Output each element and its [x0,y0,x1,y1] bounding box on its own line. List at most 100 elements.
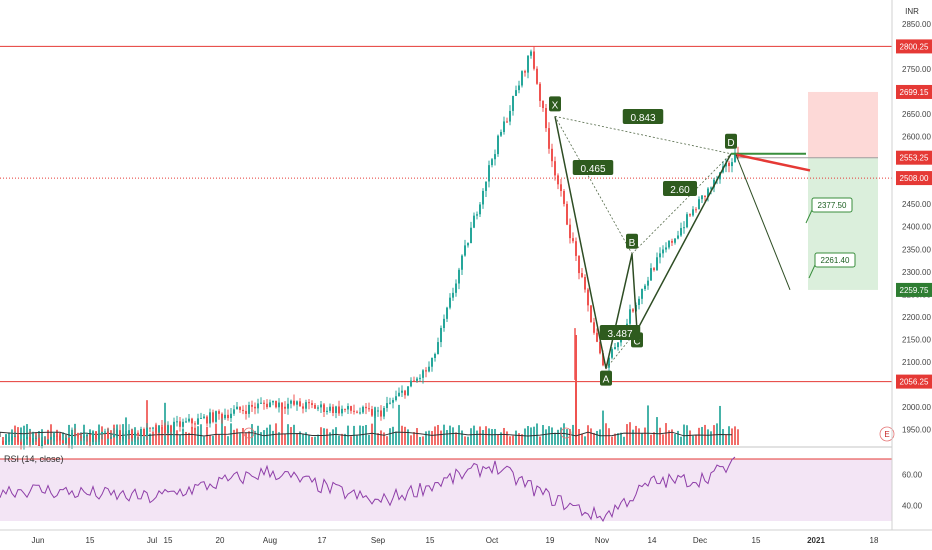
candle-body [665,247,667,250]
candle-body [434,353,436,358]
candle-body [191,418,193,424]
ratio-label-box [622,109,664,124]
candle-body [629,309,631,324]
ratio-label-text: 0.465 [580,164,605,175]
price-tick-label: 2850.00 [902,20,931,29]
volume-bar [104,433,106,445]
volume-bar [476,430,478,445]
volume-bar [728,426,730,445]
volume-bar [158,428,160,445]
candle-body [248,404,250,414]
candle-body [200,417,202,419]
candle-body [41,440,43,446]
candle-body [575,241,577,256]
volume-bar [608,428,610,445]
volume-bar [692,435,694,445]
candle-body [638,298,640,305]
volume-bar [473,425,475,445]
candle-body [548,128,550,149]
candle-body [695,209,697,211]
volume-bar [281,403,283,445]
volume-bar [194,427,196,445]
candle-body [455,283,457,293]
earnings-marker [879,426,895,442]
candle-body [380,410,382,417]
volume-bar [431,431,433,445]
candle-body [644,285,646,289]
volume-bar [569,429,571,445]
candle-body [374,410,376,416]
point-label-text: B [629,238,636,249]
volume-bar [341,433,343,445]
candle-body [458,269,460,284]
candle-body [161,425,163,427]
volume-bar [509,436,511,445]
candle-body [185,421,187,423]
volume-bar [566,429,568,445]
candle-body [641,288,643,299]
candle-body [596,332,598,342]
volume-bar [638,428,640,445]
candle-body [536,68,538,84]
volume-bar [539,436,541,445]
volume-bar [137,436,139,445]
volume-bar [464,436,466,445]
volume-bar [545,429,547,445]
volume-bar [188,432,190,445]
candle-body [359,412,361,414]
candle-body [512,95,514,111]
volume-bar [329,432,331,445]
candle-body [98,434,100,440]
volume-bar [368,434,370,445]
price-highlight-label: 2800.25 [896,39,932,54]
volume-bar [548,426,550,445]
candle-body [404,390,406,396]
candle-body [83,436,85,438]
candle-body [53,435,55,437]
price-highlight-box [896,39,932,54]
candle-body [494,154,496,160]
candle-body [215,411,217,422]
candle-body [350,406,352,411]
volume-bar [644,427,646,445]
candle-body [710,187,712,189]
volume-bar [518,433,520,445]
volume-bar [716,423,718,445]
candle-body [407,386,409,396]
volume-bar [611,436,613,445]
price-tick-label: 2200.00 [902,313,931,322]
candle-body [296,401,298,405]
volume-bar [590,428,592,445]
price-highlight-label: 2699.15 [896,84,932,99]
volume-bar [143,436,145,445]
candle-body [539,83,541,101]
candle-body [176,421,178,423]
volume-bar [308,435,310,445]
candle-body [209,412,211,424]
horizontal-lines[interactable] [0,45,892,383]
volume-bar [332,429,334,445]
candle-body [149,427,151,429]
candle-body [263,402,265,404]
volume-bar [305,432,307,445]
volume-bar [683,424,685,445]
candle-body [488,165,490,182]
candle-body [71,433,73,444]
volume-bar [278,432,280,445]
volume-bar [494,428,496,445]
volume-bar [485,426,487,445]
volume-bar [698,427,700,445]
harmonic-pattern[interactable]: X A B C D 0.843 0.465 2.60 3.487 2377.50 2261.40 [549,96,856,386]
candle-body [413,380,415,382]
volume-bar [221,417,223,445]
point-label-box [600,370,612,386]
volume-bar [296,433,298,445]
candle-body [503,121,505,133]
volume-bar [242,428,244,445]
volume-bar [482,430,484,445]
volume-bar [227,436,229,445]
price-candles[interactable] [2,46,739,450]
harmonic-ratio-line [631,153,732,255]
volume-bar [344,433,346,445]
